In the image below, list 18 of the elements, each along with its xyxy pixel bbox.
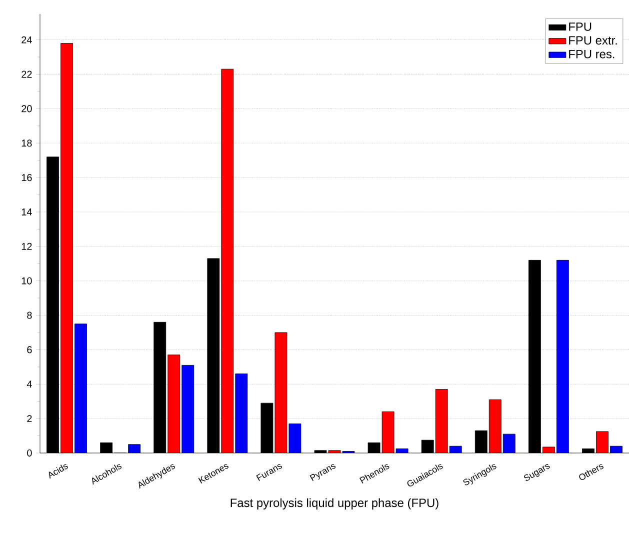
y-tick-label: 6 — [27, 346, 32, 354]
legend-label: FPU extr. — [569, 36, 617, 45]
y-tick-label: 14 — [22, 208, 32, 216]
legend-label: FPU — [569, 22, 592, 31]
y-tick-label: 0 — [27, 449, 32, 457]
y-tick-label: 20 — [22, 105, 32, 112]
legend-label: FPU res. — [569, 50, 614, 58]
y-tick-label: 8 — [27, 312, 32, 319]
y-tick-label: 4 — [26, 380, 32, 388]
y-tick-label: 12 — [22, 242, 32, 250]
y-tick-label: 16 — [22, 174, 32, 182]
y-tick-label: 18 — [22, 140, 32, 147]
y-tick-label: 24 — [22, 36, 32, 44]
y-tick-label: 22 — [22, 70, 32, 78]
x-tick-label: Acids — [48, 464, 68, 479]
y-tick-label: 2 — [27, 415, 32, 422]
y-tick-label: 10 — [22, 277, 32, 284]
x-axis-title: Fast pyrolysis liquid upper phase (FPU) — [230, 498, 438, 510]
